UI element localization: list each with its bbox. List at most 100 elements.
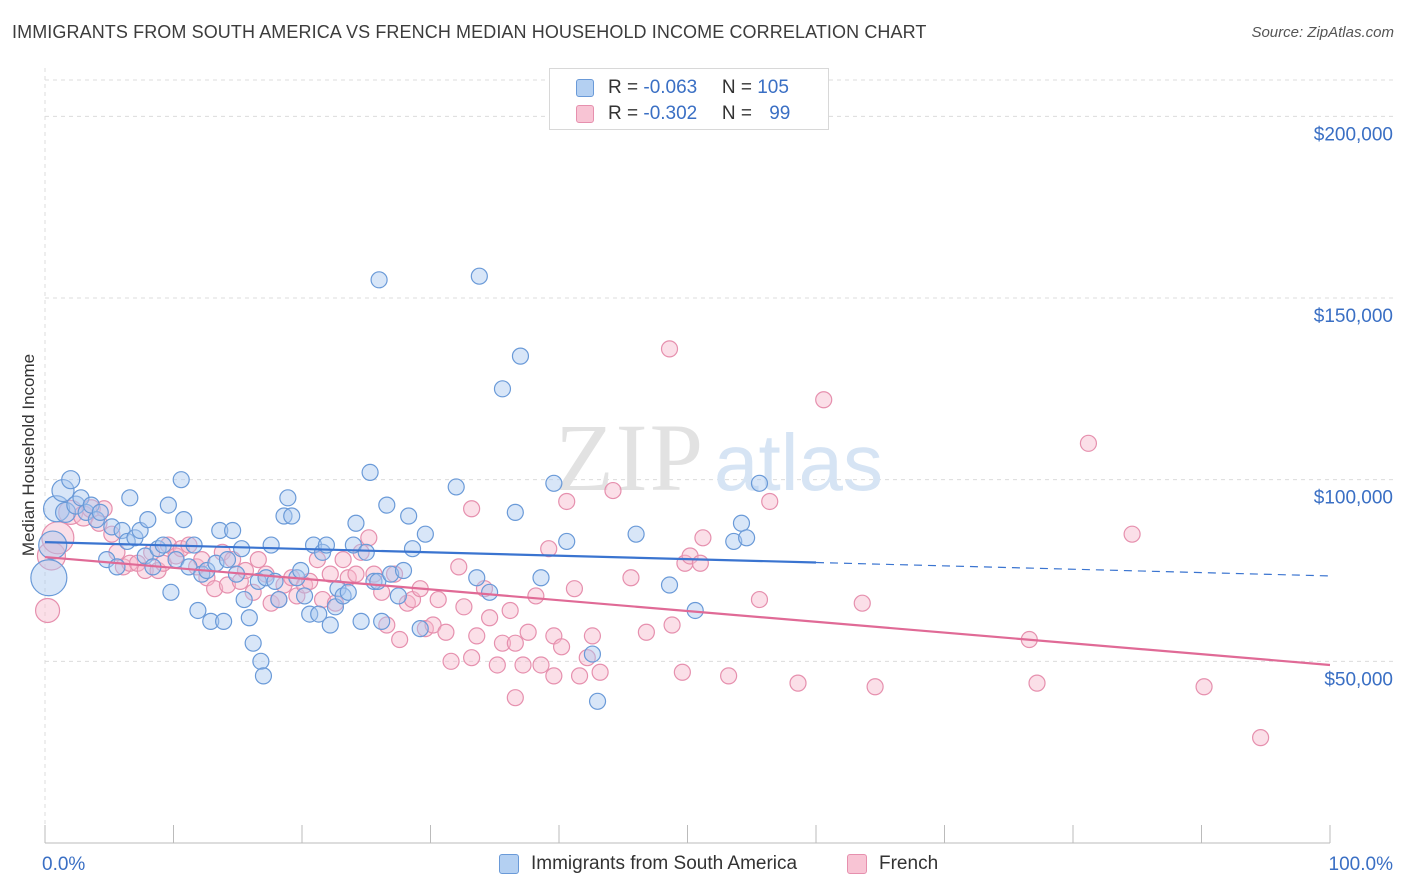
- data-point: [627, 525, 645, 543]
- data-point: [694, 529, 712, 547]
- data-point: [591, 663, 609, 681]
- data-point: [108, 558, 126, 576]
- data-point: [347, 565, 365, 583]
- data-point: [493, 634, 512, 652]
- y-tick-label: $100,000: [1314, 488, 1393, 509]
- data-point: [673, 663, 691, 681]
- data-point: [189, 601, 207, 620]
- data-point: [663, 616, 681, 634]
- data-point: [310, 605, 328, 623]
- legend-r-label: R =: [608, 77, 644, 98]
- data-point: [339, 583, 357, 601]
- data-point: [853, 594, 871, 612]
- data-point: [1195, 678, 1213, 696]
- data-point: [334, 550, 352, 569]
- data-point: [588, 692, 607, 710]
- data-point: [321, 565, 339, 583]
- data-point: [254, 667, 273, 685]
- data-point: [283, 507, 301, 525]
- data-point: [570, 667, 589, 685]
- data-point: [244, 634, 262, 652]
- data-point: [257, 569, 275, 587]
- data-point: [244, 583, 262, 601]
- data-point: [450, 558, 468, 576]
- data-point: [352, 612, 370, 630]
- data-point: [622, 569, 640, 587]
- data-point: [240, 609, 258, 627]
- chart-title: IMMIGRANTS FROM SOUTH AMERICA VS FRENCH …: [12, 22, 927, 42]
- trend-line-french: [44, 555, 1331, 667]
- data-point: [262, 536, 280, 554]
- series-legend: Immigrants from South America French: [0, 850, 1406, 880]
- data-point: [506, 503, 524, 521]
- french-points: [34, 340, 1270, 747]
- data-point: [583, 627, 602, 645]
- y-tick-label: $200,000: [1314, 124, 1393, 145]
- data-point: [403, 540, 422, 558]
- legend-r-value: -0.063: [643, 77, 698, 98]
- data-point: [159, 496, 177, 514]
- data-point: [51, 478, 75, 503]
- data-point: [270, 590, 288, 609]
- correlation-legend: R = -0.063 N = 105 R = -0.302 N = 99: [549, 68, 829, 130]
- legend-n-value: 99: [769, 103, 791, 124]
- data-point: [113, 521, 131, 540]
- data-point: [789, 674, 807, 692]
- data-point: [38, 530, 68, 560]
- data-point: [30, 559, 68, 597]
- data-point: [344, 536, 362, 554]
- x-tick-label-end: 100.0%: [1329, 854, 1394, 875]
- y-tick-label: $50,000: [1324, 669, 1393, 690]
- data-point: [360, 529, 378, 547]
- data-point: [565, 580, 584, 598]
- data-point: [416, 525, 434, 543]
- data-point: [103, 518, 121, 536]
- data-point: [552, 638, 571, 656]
- data-point: [249, 550, 267, 569]
- data-point: [637, 623, 655, 641]
- data-point: [279, 489, 297, 507]
- legend-label-immigrants: Immigrants from South America: [531, 853, 798, 874]
- legend-r-label: R =: [608, 103, 644, 124]
- data-point: [506, 634, 524, 652]
- data-point: [103, 525, 121, 543]
- data-point: [121, 489, 139, 507]
- trend-line-immigrants: [44, 541, 817, 564]
- data-point: [429, 590, 447, 609]
- legend-n-value: 105: [757, 77, 789, 98]
- data-point: [506, 689, 524, 707]
- data-point: [370, 271, 388, 289]
- data-point: [382, 565, 400, 583]
- watermark-zip: ZIP: [555, 404, 705, 511]
- data-point: [463, 500, 481, 518]
- data-point: [252, 652, 270, 670]
- data-point: [361, 463, 379, 481]
- data-point: [511, 347, 530, 365]
- data-point: [583, 645, 602, 663]
- x-tick-labels: 0.0% 100.0%: [42, 854, 1393, 875]
- data-point: [527, 587, 545, 605]
- legend-n-label: N =: [721, 77, 758, 98]
- data-point: [468, 569, 486, 587]
- x-tick-label-start: 0.0%: [42, 854, 85, 875]
- data-point: [493, 380, 512, 398]
- data-point: [215, 612, 233, 630]
- data-point: [175, 511, 193, 529]
- data-point: [720, 667, 738, 685]
- y-tick-labels: $50,000 $100,000 $150,000 $200,000: [1314, 124, 1393, 690]
- data-point: [545, 667, 563, 685]
- data-point: [172, 471, 190, 489]
- data-point: [558, 492, 576, 511]
- data-point: [211, 521, 229, 540]
- data-point: [463, 649, 481, 667]
- data-point: [866, 678, 884, 696]
- data-point: [218, 550, 237, 569]
- data-point: [162, 583, 180, 601]
- data-point: [437, 623, 455, 641]
- data-point: [732, 514, 751, 532]
- legend-r-value: -0.302: [643, 103, 698, 124]
- data-point: [202, 612, 220, 630]
- data-point: [400, 507, 418, 525]
- data-point: [519, 623, 537, 641]
- data-point: [233, 540, 251, 558]
